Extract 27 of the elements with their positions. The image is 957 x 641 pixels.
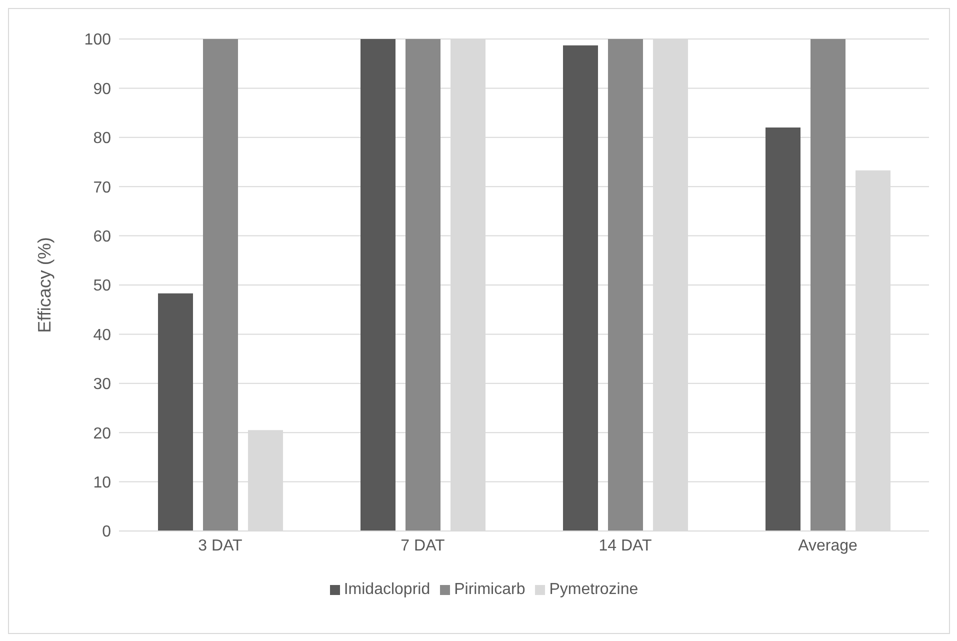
y-tick-label: 30 <box>93 376 112 394</box>
x-tick-label: 7 DAT <box>400 537 446 554</box>
bar <box>360 39 396 531</box>
y-tick-label: 60 <box>93 228 112 246</box>
bar <box>766 128 800 531</box>
y-tick-label: 90 <box>93 80 112 98</box>
legend-label: Pirimicarb <box>454 581 526 598</box>
y-tick-label: 70 <box>93 179 112 196</box>
y-tick-label: 40 <box>93 326 112 344</box>
y-tick-label: 100 <box>84 32 112 49</box>
y-tick-label: 10 <box>93 474 112 492</box>
x-tick-label: Average <box>798 537 858 554</box>
legend-label: Pymetrozine <box>549 581 638 598</box>
y-axis-title: Efficacy (%) <box>34 237 54 333</box>
bar <box>810 39 846 531</box>
bar <box>563 45 598 531</box>
x-tick-label: 3 DAT <box>198 537 243 554</box>
bar <box>203 39 238 531</box>
x-tick-label: 14 DAT <box>598 537 652 554</box>
y-tick-label: 50 <box>93 278 112 295</box>
legend-label: Imidacloprid <box>344 581 430 598</box>
bar <box>406 39 440 531</box>
y-tick-label: 0 <box>102 524 112 541</box>
y-tick-label: 80 <box>93 130 112 148</box>
bar <box>608 39 643 531</box>
bar <box>158 293 193 531</box>
y-tick-label: 20 <box>93 425 112 442</box>
